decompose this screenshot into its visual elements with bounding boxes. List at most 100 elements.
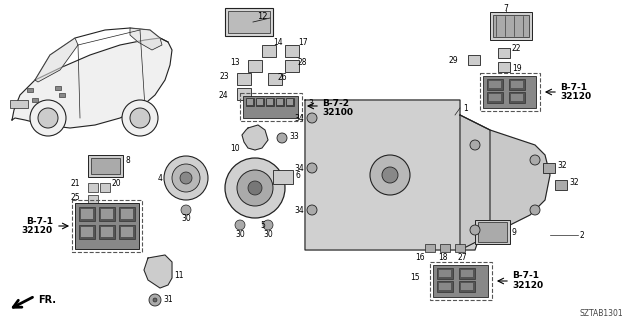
Bar xyxy=(498,48,510,58)
Bar xyxy=(478,222,507,242)
Bar xyxy=(439,283,451,290)
Bar xyxy=(121,227,133,237)
Bar xyxy=(101,227,113,237)
Text: 15: 15 xyxy=(410,273,420,282)
Bar xyxy=(81,227,93,237)
Text: 25: 25 xyxy=(70,193,80,202)
Text: 6: 6 xyxy=(295,171,300,180)
Circle shape xyxy=(470,140,480,150)
Bar xyxy=(493,15,529,37)
Bar xyxy=(285,60,299,72)
Text: 22: 22 xyxy=(512,44,522,52)
Bar xyxy=(437,281,453,292)
Bar xyxy=(483,76,536,108)
Bar xyxy=(99,207,115,221)
Text: 18: 18 xyxy=(438,253,447,262)
Circle shape xyxy=(530,155,540,165)
Bar xyxy=(487,92,503,103)
Text: 14: 14 xyxy=(273,37,283,46)
Text: 16: 16 xyxy=(415,253,425,262)
Bar xyxy=(487,79,503,90)
Bar xyxy=(10,100,28,108)
Text: 32: 32 xyxy=(569,178,579,187)
Circle shape xyxy=(248,181,262,195)
Bar xyxy=(268,73,282,85)
Text: 2: 2 xyxy=(580,230,585,239)
Text: 27: 27 xyxy=(458,253,468,262)
Bar xyxy=(273,170,293,184)
Polygon shape xyxy=(35,38,78,82)
Text: B-7-1: B-7-1 xyxy=(560,83,587,92)
Bar xyxy=(490,12,532,40)
Text: SZTAB1301: SZTAB1301 xyxy=(580,309,623,318)
Polygon shape xyxy=(130,28,162,50)
Bar xyxy=(79,225,95,239)
Bar xyxy=(475,220,510,244)
Bar xyxy=(243,96,298,118)
Polygon shape xyxy=(460,115,550,250)
Text: 34: 34 xyxy=(294,164,304,172)
Circle shape xyxy=(130,108,150,128)
Text: B-7-1: B-7-1 xyxy=(26,217,53,226)
Text: 32120: 32120 xyxy=(512,281,543,290)
Circle shape xyxy=(530,205,540,215)
Bar xyxy=(81,209,93,219)
Bar xyxy=(489,94,501,101)
Text: 5: 5 xyxy=(260,220,265,229)
Circle shape xyxy=(277,133,287,143)
Circle shape xyxy=(263,220,273,230)
Bar xyxy=(439,270,451,277)
Bar xyxy=(119,207,135,221)
Bar xyxy=(468,55,480,65)
Text: 20: 20 xyxy=(112,179,122,188)
Circle shape xyxy=(307,163,317,173)
Text: 28: 28 xyxy=(298,58,307,67)
Bar xyxy=(285,45,299,57)
Text: 32100: 32100 xyxy=(322,108,353,116)
Text: 24: 24 xyxy=(218,91,228,100)
Bar xyxy=(256,98,264,106)
Bar xyxy=(459,281,475,292)
Bar xyxy=(100,183,110,192)
Bar xyxy=(511,81,523,88)
Bar xyxy=(27,88,33,92)
Circle shape xyxy=(149,294,161,306)
Circle shape xyxy=(180,172,192,184)
Bar xyxy=(99,225,115,239)
Text: 30: 30 xyxy=(263,229,273,238)
Polygon shape xyxy=(12,38,172,128)
Bar xyxy=(75,203,139,249)
Circle shape xyxy=(307,205,317,215)
Circle shape xyxy=(225,158,285,218)
Text: 4: 4 xyxy=(157,173,162,182)
Text: 26: 26 xyxy=(278,73,287,82)
Bar xyxy=(440,244,450,252)
Polygon shape xyxy=(242,125,268,150)
Bar xyxy=(88,155,123,177)
Text: 32120: 32120 xyxy=(560,92,591,100)
Text: 19: 19 xyxy=(512,63,522,73)
Text: 8: 8 xyxy=(125,156,130,164)
Bar xyxy=(267,99,273,105)
Bar xyxy=(32,98,38,102)
Bar xyxy=(119,225,135,239)
Circle shape xyxy=(237,170,273,206)
Text: FR.: FR. xyxy=(38,295,56,305)
Text: 34: 34 xyxy=(294,114,304,123)
Text: 12: 12 xyxy=(257,12,268,20)
Circle shape xyxy=(370,155,410,195)
Text: 32120: 32120 xyxy=(22,226,53,235)
Circle shape xyxy=(235,220,245,230)
Text: 11: 11 xyxy=(174,270,184,279)
Bar xyxy=(459,268,475,279)
Text: 3: 3 xyxy=(308,99,313,108)
Bar xyxy=(88,183,98,192)
Text: 10: 10 xyxy=(230,143,240,153)
Bar xyxy=(430,262,492,300)
Circle shape xyxy=(470,225,480,235)
Bar xyxy=(72,200,142,252)
Polygon shape xyxy=(305,100,490,250)
Circle shape xyxy=(164,156,208,200)
Bar xyxy=(225,8,273,36)
Text: B-7-2: B-7-2 xyxy=(322,99,349,108)
